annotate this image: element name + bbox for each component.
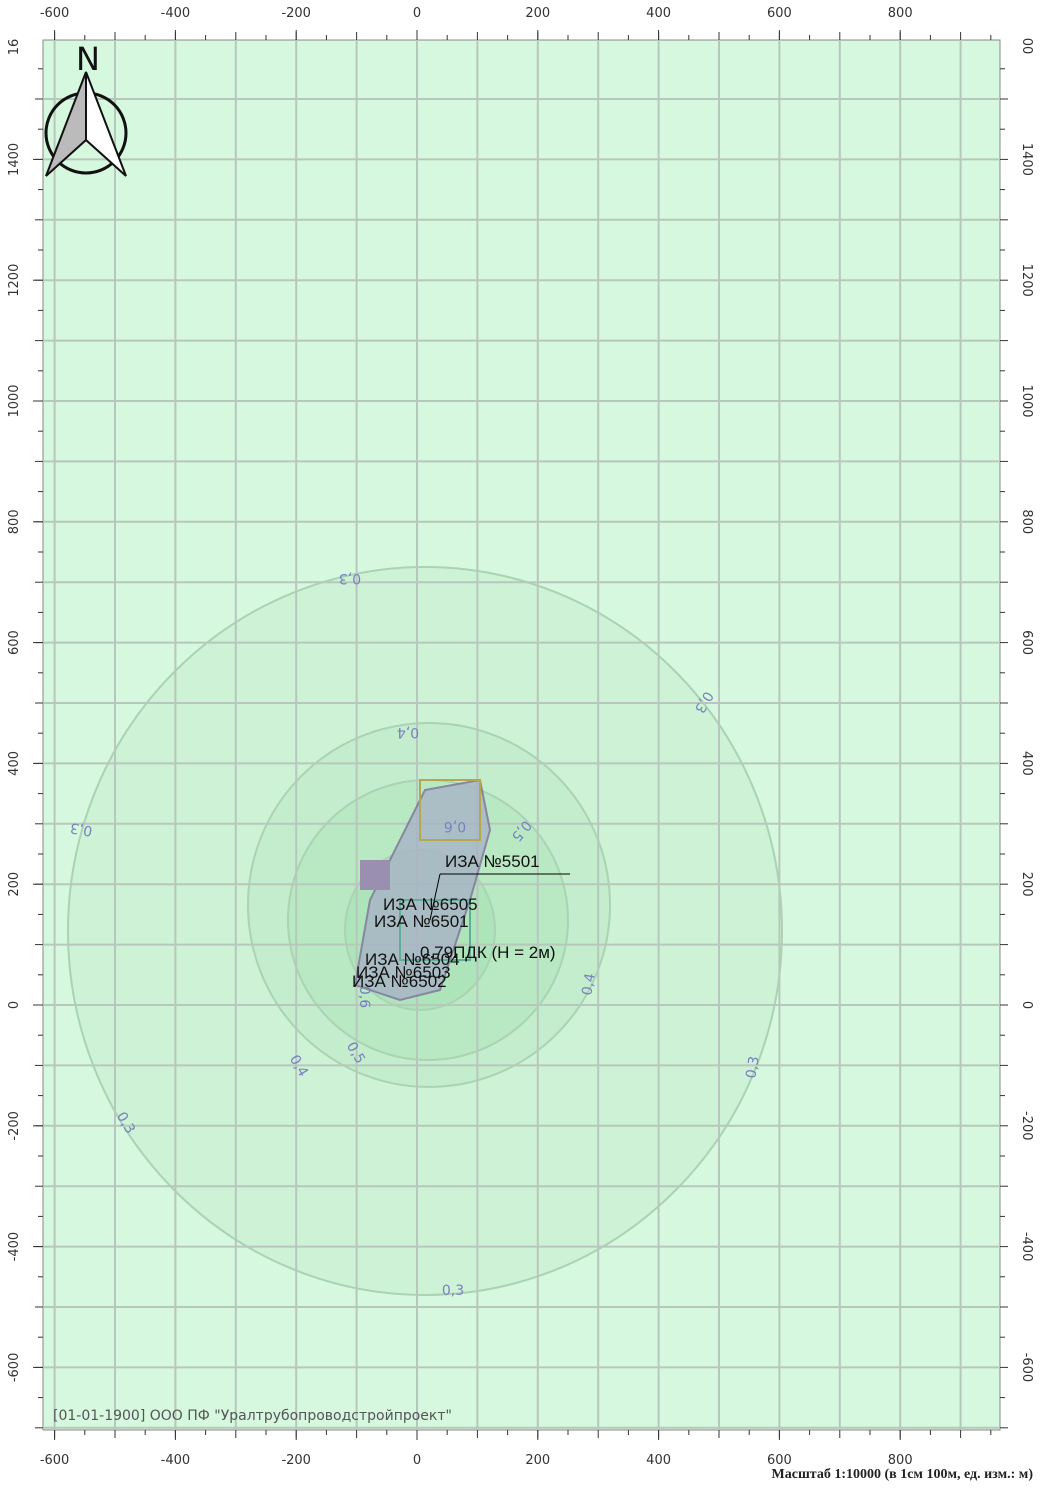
contour-label: 0,3 [442,1283,464,1299]
y-tick-label: 600 [7,630,22,655]
y-tick-label: 800 [1019,509,1034,534]
facility-block [399,899,471,961]
y-tick-label: 1400 [7,143,22,176]
x-tick-label: 0 [413,6,421,21]
x-tick-label: 800 [888,6,913,21]
source-label: ИЗА №6501 [374,912,469,931]
facility-block [419,779,481,841]
contour-label: 0,3 [69,819,94,839]
north-arrow: N [44,40,128,177]
leader-line [429,873,441,921]
contour-label: 0,6 [444,818,466,834]
source-label: ИЗА №6503 [356,963,451,982]
x-tick-label: 800 [888,1453,913,1468]
contour-label: 0,6 [356,986,372,1008]
source-label: ИЗА №5501 [445,852,540,871]
y-tick-label: 1200 [7,264,22,297]
x-tick-label: 400 [646,6,671,21]
contour-label: 0,3 [743,1055,763,1080]
source-label: ИЗА №6504 [365,950,460,969]
y-tick-label: 400 [1019,751,1034,776]
x-tick-label: -200 [281,1453,311,1468]
x-tick-label: 200 [525,1453,550,1468]
source-label: ИЗА №6505 [383,895,478,914]
x-tick-label: -400 [161,6,191,21]
y-tick-label: -600 [7,1353,22,1383]
y-tick-label: 1000 [7,384,22,417]
y-tick-label: 1200 [1019,264,1034,297]
y-tick-label: -200 [7,1111,22,1141]
y-tick-label: 0 [1019,1001,1034,1009]
footer: [01-01-1900] ООО ПФ "Уралтрубопроводстро… [53,1408,452,1424]
y-tick-label: 1000 [1019,384,1034,417]
y-tick-label: 1400 [1019,143,1034,176]
y-tick-label: 200 [1019,872,1034,897]
y-tick-label: -600 [1019,1353,1034,1383]
x-tick-label: 200 [525,6,550,21]
x-tick-label: -400 [161,1453,191,1468]
x-tick-label: -600 [40,6,70,21]
contour-label: 0,3 [339,570,361,586]
x-tick-label: -200 [281,6,311,21]
y-tick-label: -400 [1019,1232,1034,1262]
y-tick-label: 200 [7,872,22,897]
facility-block [360,860,390,890]
scale-note: Масштаб 1:10000 (в 1см 100м, ед. изм.: м… [772,1467,1034,1482]
y-tick-label: 800 [7,509,22,534]
grid [43,40,1000,1430]
facility [353,778,570,1002]
x-tick-label: -600 [40,1453,70,1468]
contour-label: 0,4 [579,972,599,997]
x-tick-label: 0 [413,1453,421,1468]
x-tick-label: 600 [767,1453,792,1468]
north-label: N [76,40,100,78]
x-tick-label: 600 [767,6,792,21]
contour-label: 0,4 [397,724,419,740]
y-tick-label: 00 [1019,38,1034,55]
max-note: 0.79ПДК (H = 2м) [420,943,556,962]
y-tick-label: 600 [1019,630,1034,655]
y-tick-label: 400 [7,751,22,776]
source-label: ИЗА №6502 [352,972,447,991]
y-tick-label: -200 [1019,1111,1034,1141]
y-tick-label: 0 [7,1001,22,1009]
x-tick-label: 400 [646,1453,671,1468]
y-tick-label: -400 [7,1232,22,1262]
arrow-right [85,71,127,177]
y-tick-label: 16 [7,39,22,56]
